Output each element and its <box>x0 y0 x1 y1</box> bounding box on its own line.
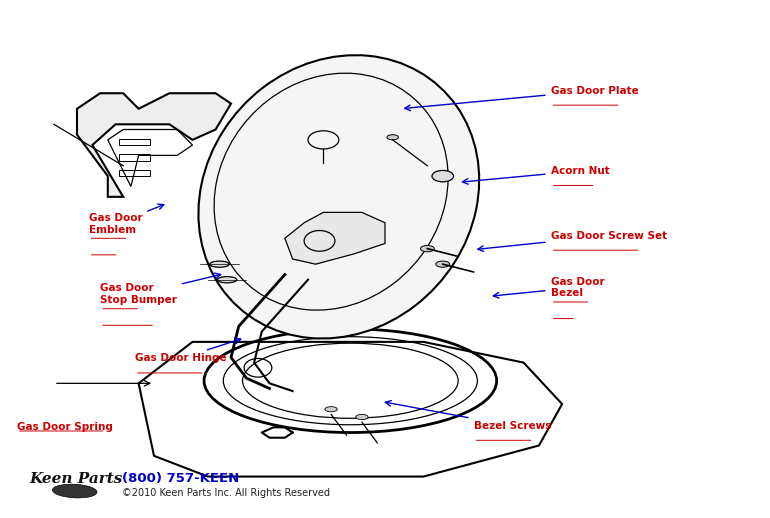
Text: Gas Door
Stop Bumper: Gas Door Stop Bumper <box>100 273 221 305</box>
Ellipse shape <box>325 407 337 412</box>
Bar <box>119 170 150 176</box>
Bar <box>119 154 150 161</box>
Text: (800) 757-KEEN: (800) 757-KEEN <box>122 471 239 485</box>
Ellipse shape <box>209 261 229 267</box>
Text: ©2010 Keen Parts Inc. All Rights Reserved: ©2010 Keen Parts Inc. All Rights Reserve… <box>122 488 330 498</box>
Polygon shape <box>77 93 231 197</box>
Text: Gas Door Hinge: Gas Door Hinge <box>135 338 241 364</box>
Ellipse shape <box>199 55 479 338</box>
Text: Keen Parts: Keen Parts <box>29 472 122 486</box>
Text: Bezel Screws: Bezel Screws <box>386 400 551 431</box>
Text: Gas Door Spring: Gas Door Spring <box>17 422 113 433</box>
Ellipse shape <box>436 261 450 267</box>
Text: Gas Door
Bezel: Gas Door Bezel <box>494 277 604 298</box>
Text: Acorn Nut: Acorn Nut <box>463 166 609 184</box>
Bar <box>119 139 150 145</box>
Text: Gas Door Plate: Gas Door Plate <box>405 85 638 111</box>
Ellipse shape <box>356 414 368 420</box>
Text: Gas Door
Emblem: Gas Door Emblem <box>89 204 164 235</box>
Ellipse shape <box>387 135 399 140</box>
Ellipse shape <box>432 170 454 182</box>
Ellipse shape <box>217 277 237 283</box>
Text: Gas Door Screw Set: Gas Door Screw Set <box>478 231 667 251</box>
Polygon shape <box>285 212 385 264</box>
Ellipse shape <box>52 484 97 498</box>
Ellipse shape <box>420 246 434 252</box>
